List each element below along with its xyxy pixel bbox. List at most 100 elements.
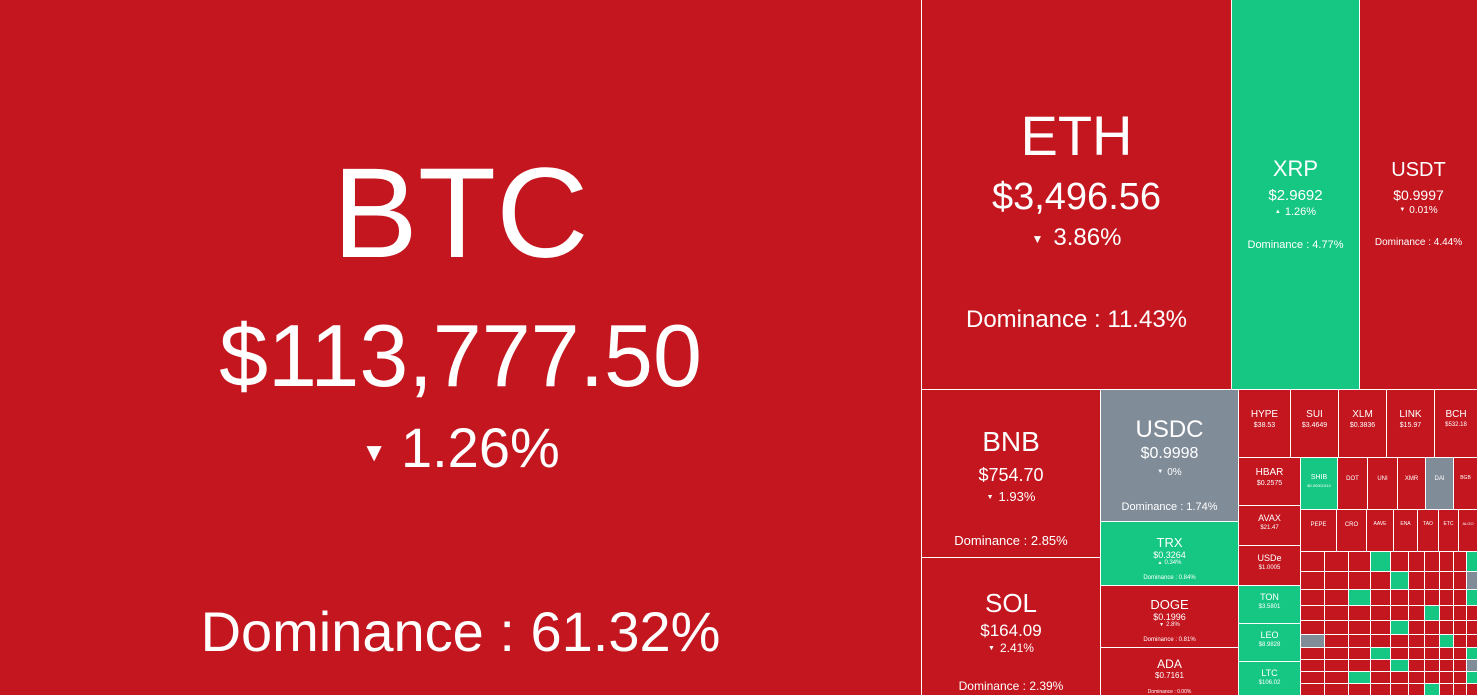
micro-tile[interactable] (1301, 621, 1325, 635)
micro-tile[interactable] (1425, 606, 1440, 621)
micro-tile[interactable] (1371, 684, 1391, 696)
micro-tile[interactable] (1454, 648, 1467, 660)
tile-algo[interactable]: ALGO (1459, 510, 1478, 552)
tile-hype[interactable]: HYPE $38.53 (1239, 390, 1291, 458)
micro-tile[interactable] (1425, 672, 1440, 684)
micro-tile[interactable] (1409, 606, 1425, 621)
micro-tile[interactable] (1409, 660, 1425, 672)
micro-tile[interactable] (1349, 621, 1371, 635)
micro-tile[interactable] (1371, 635, 1391, 648)
tile-sui[interactable]: SUI $3.4649 (1291, 390, 1339, 458)
micro-tile[interactable] (1371, 606, 1391, 621)
tile-doge[interactable]: DOGE $0.1996 ▼ 2.8% Dominance : 0.81% (1101, 586, 1239, 648)
micro-tile[interactable] (1349, 635, 1371, 648)
micro-tile[interactable] (1440, 684, 1454, 696)
micro-tile[interactable] (1301, 590, 1325, 606)
micro-tile[interactable] (1454, 621, 1467, 635)
tile-bnb[interactable]: BNB $754.70 ▼ 1.93% Dominance : 2.85% (922, 390, 1101, 558)
micro-tile[interactable] (1467, 606, 1478, 621)
micro-tile[interactable] (1409, 590, 1425, 606)
micro-tile[interactable] (1391, 684, 1409, 696)
micro-tile[interactable] (1371, 672, 1391, 684)
micro-tile[interactable] (1349, 552, 1371, 572)
micro-tile[interactable] (1467, 635, 1478, 648)
tile-xmr[interactable]: XMR (1398, 458, 1426, 510)
micro-tile[interactable] (1349, 648, 1371, 660)
micro-tile[interactable] (1425, 660, 1440, 672)
micro-tile[interactable] (1301, 635, 1325, 648)
micro-tile[interactable] (1349, 606, 1371, 621)
micro-tile[interactable] (1325, 621, 1349, 635)
micro-tile[interactable] (1454, 672, 1467, 684)
micro-tile[interactable] (1425, 635, 1440, 648)
micro-tile[interactable] (1325, 590, 1349, 606)
micro-tile[interactable] (1301, 660, 1325, 672)
micro-tile[interactable] (1371, 648, 1391, 660)
micro-tile[interactable] (1325, 672, 1349, 684)
micro-tile[interactable] (1467, 648, 1478, 660)
tile-ton[interactable]: TON $3.5801 (1239, 586, 1301, 624)
micro-tile[interactable] (1409, 648, 1425, 660)
micro-tile[interactable] (1349, 590, 1371, 606)
micro-tile[interactable] (1301, 672, 1325, 684)
micro-tile[interactable] (1325, 648, 1349, 660)
micro-tile[interactable] (1391, 572, 1409, 590)
tile-hbar[interactable]: HBAR $0.2575 (1239, 458, 1301, 506)
micro-tile[interactable] (1391, 648, 1409, 660)
tile-dot[interactable]: DOT (1338, 458, 1368, 510)
micro-tile[interactable] (1371, 621, 1391, 635)
micro-tile[interactable] (1467, 660, 1478, 672)
micro-tile[interactable] (1391, 635, 1409, 648)
micro-tile[interactable] (1371, 572, 1391, 590)
micro-tile[interactable] (1467, 672, 1478, 684)
micro-tile[interactable] (1467, 590, 1478, 606)
micro-tile[interactable] (1409, 684, 1425, 696)
micro-tile[interactable] (1325, 606, 1349, 621)
micro-tile[interactable] (1425, 572, 1440, 590)
micro-tile[interactable] (1425, 684, 1440, 696)
micro-tile[interactable] (1467, 621, 1478, 635)
micro-tile[interactable] (1409, 635, 1425, 648)
tile-leo[interactable]: LEO $8.9828 (1239, 624, 1301, 662)
tile-usde[interactable]: USDe $1.0005 (1239, 546, 1301, 586)
micro-tile[interactable] (1409, 672, 1425, 684)
micro-tile[interactable] (1371, 590, 1391, 606)
micro-tile[interactable] (1425, 552, 1440, 572)
micro-tile[interactable] (1325, 660, 1349, 672)
tile-usdt[interactable]: USDT $0.9997 ▼ 0.01% Dominance : 4.44% (1360, 0, 1478, 390)
micro-tile[interactable] (1440, 660, 1454, 672)
micro-tile[interactable] (1325, 684, 1349, 696)
micro-tile[interactable] (1371, 552, 1391, 572)
tile-bch[interactable]: BCH $532.18 (1435, 390, 1478, 458)
tile-ada[interactable]: ADA $0.7161 Dominance : 0.00% (1101, 648, 1239, 696)
tile-trx[interactable]: TRX $0.3264 ▲ 0.34% Dominance : 0.84% (1101, 522, 1239, 586)
micro-tile[interactable] (1325, 552, 1349, 572)
micro-tile[interactable] (1454, 552, 1467, 572)
micro-tile[interactable] (1325, 572, 1349, 590)
micro-tile[interactable] (1301, 648, 1325, 660)
tile-tao[interactable]: TAO (1418, 510, 1439, 552)
micro-tile[interactable] (1454, 572, 1467, 590)
micro-tile[interactable] (1349, 660, 1371, 672)
tile-ena[interactable]: ENA (1394, 510, 1418, 552)
micro-tile[interactable] (1454, 660, 1467, 672)
micro-tile[interactable] (1391, 606, 1409, 621)
micro-tile[interactable] (1391, 621, 1409, 635)
tile-bgb[interactable]: BGB (1454, 458, 1478, 510)
tile-xrp[interactable]: XRP $2.9692 ▲ 1.26% Dominance : 4.77% (1232, 0, 1360, 390)
tile-etc[interactable]: ETC (1439, 510, 1459, 552)
micro-tile[interactable] (1409, 552, 1425, 572)
micro-tile[interactable] (1440, 672, 1454, 684)
micro-tile[interactable] (1425, 621, 1440, 635)
micro-tile[interactable] (1454, 635, 1467, 648)
micro-tile[interactable] (1301, 684, 1325, 696)
micro-tile[interactable] (1467, 572, 1478, 590)
tile-aave[interactable]: AAVE (1367, 510, 1394, 552)
tile-usdc[interactable]: USDC $0.9998 ▼ 0% Dominance : 1.74% (1101, 390, 1239, 522)
micro-tile[interactable] (1325, 635, 1349, 648)
tile-pepe[interactable]: PEPE (1301, 510, 1337, 552)
micro-tile[interactable] (1454, 684, 1467, 696)
micro-tile[interactable] (1440, 606, 1454, 621)
tile-sol[interactable]: SOL $164.09 ▼ 2.41% Dominance : 2.39% (922, 558, 1101, 696)
micro-tile[interactable] (1391, 660, 1409, 672)
